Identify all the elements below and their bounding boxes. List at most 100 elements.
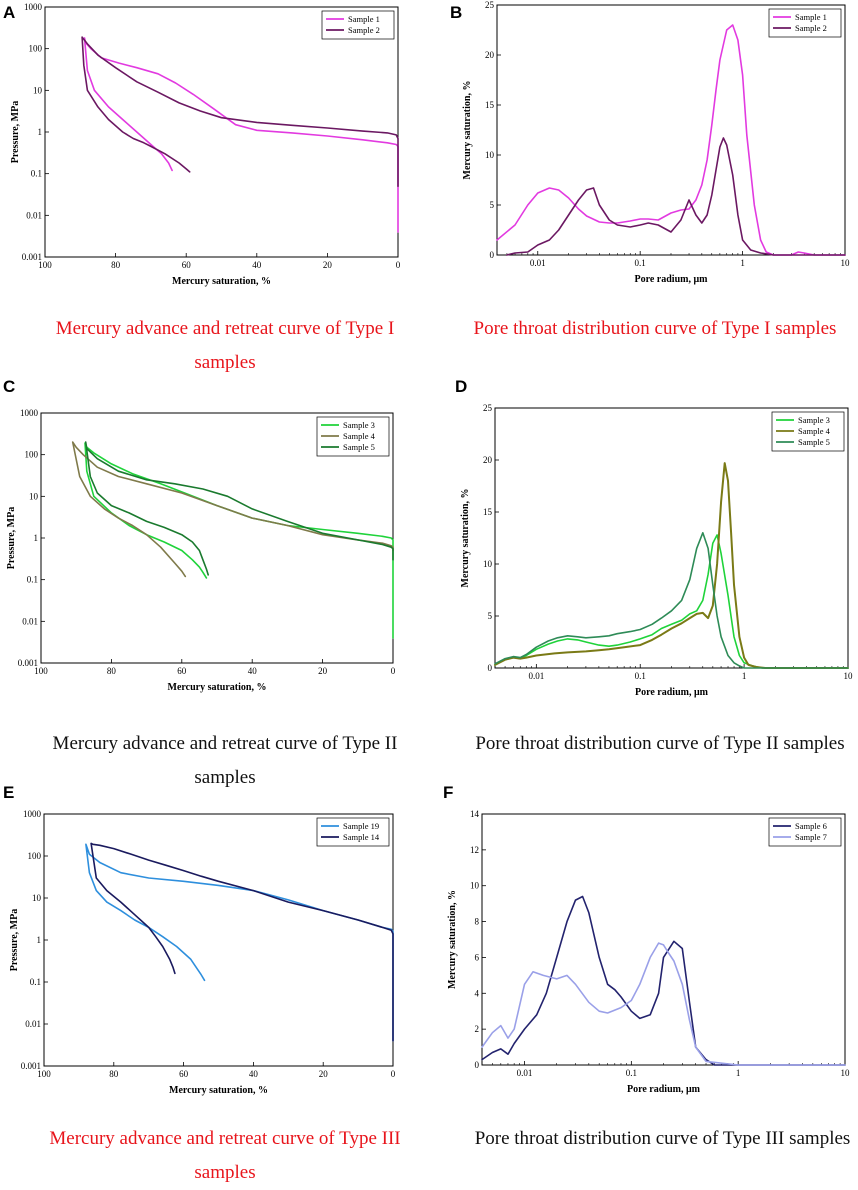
legend-label: Sample 3: [798, 415, 830, 425]
plot-frame: [43, 813, 394, 1067]
y-tick-label: 25: [483, 403, 493, 413]
series-line-sample-19: [85, 843, 394, 1042]
x-tick-label: 40: [249, 1069, 259, 1079]
y-tick-label: 15: [483, 507, 493, 517]
series-line-sample-2: [81, 36, 399, 187]
y-tick-label: 4: [475, 988, 480, 998]
x-tick-label: 80: [109, 1069, 119, 1079]
x-tick-label: 1: [742, 671, 747, 681]
y-tick-label: 0.1: [30, 977, 41, 987]
plot-frame: [496, 4, 846, 256]
x-tick-label: 60: [179, 1069, 189, 1079]
legend-label: Sample 5: [798, 437, 830, 447]
y-tick-label: 1000: [20, 408, 39, 418]
panel-letter: E: [3, 783, 14, 802]
legend-label: Sample 4: [798, 426, 831, 436]
legend-box: [768, 817, 842, 847]
y-tick-label: 0: [488, 663, 493, 673]
legend-label: Sample 1: [348, 14, 380, 24]
x-tick-label: 80: [107, 666, 117, 676]
x-tick-label: 0: [396, 260, 401, 270]
x-tick-label: 20: [318, 666, 328, 676]
y-tick-label: 5: [488, 611, 493, 621]
caption-c: Mercury advance and retreat curve of Typ…: [52, 733, 398, 788]
x-axis-label: Mercury saturation, %: [172, 276, 271, 287]
series-line-sample-2: [506, 137, 846, 256]
caption-e: Mercury advance and retreat curve of Typ…: [49, 1128, 401, 1183]
legend-label: Sample 5: [343, 442, 375, 452]
y-tick-label: 1000: [24, 2, 43, 12]
y-tick-label: 0.001: [22, 252, 42, 262]
caption-a: Mercury advance and retreat curve of Typ…: [55, 318, 395, 373]
panel-letter: D: [455, 377, 467, 396]
y-tick-label: 10: [29, 491, 39, 501]
series-line-sample-5: [494, 531, 849, 669]
x-tick-label: 100: [37, 1069, 51, 1079]
legend-label: Sample 6: [795, 821, 827, 831]
x-tick-label: 10: [844, 671, 854, 681]
legend-label: Sample 7: [795, 832, 827, 842]
series-line-sample-1: [83, 37, 399, 233]
x-tick-label: 0.01: [528, 671, 544, 681]
y-tick-label: 1: [38, 127, 43, 137]
caption-f: Pore throat distribution curve of Type I…: [474, 1128, 851, 1149]
panel-letter: A: [3, 3, 15, 22]
y-tick-label: 1: [34, 533, 39, 543]
legend-box: [768, 8, 842, 38]
y-axis-label: Pressure, MPa: [10, 101, 21, 163]
y-tick-label: 0.01: [25, 1019, 41, 1029]
plot-frame: [481, 813, 846, 1066]
legend-label: Sample 19: [343, 821, 379, 831]
legend-box: [321, 10, 395, 40]
y-tick-label: 2: [475, 1024, 480, 1034]
y-tick-label: 8: [475, 917, 480, 927]
y-tick-label: 0: [490, 250, 495, 260]
legend-label: Sample 14: [343, 832, 380, 842]
y-tick-label: 15: [485, 100, 495, 110]
y-tick-label: 0: [475, 1060, 480, 1070]
y-tick-label: 0.01: [26, 210, 42, 220]
x-tick-label: 0.1: [626, 1068, 637, 1078]
y-tick-label: 20: [483, 455, 493, 465]
x-tick-label: 0.1: [635, 258, 646, 268]
y-tick-label: 10: [470, 881, 480, 891]
legend-label: Sample 1: [795, 12, 827, 22]
y-tick-label: 14: [470, 809, 480, 819]
x-tick-label: 10: [841, 258, 851, 268]
x-tick-label: 0: [391, 1069, 396, 1079]
y-tick-label: 6: [475, 952, 480, 962]
plot-frame: [44, 6, 399, 258]
legend-label: Sample 3: [343, 420, 375, 430]
x-tick-label: 60: [182, 260, 192, 270]
y-axis-label: Mercury saturation, %: [447, 890, 458, 989]
x-tick-label: 80: [111, 260, 121, 270]
panel-letter: F: [443, 783, 453, 802]
y-axis-label: Mercury saturation, %: [462, 81, 473, 180]
y-tick-label: 0.001: [18, 658, 38, 668]
y-axis-label: Mercury saturation, %: [460, 489, 471, 588]
y-tick-label: 20: [485, 50, 495, 60]
chart-f: F 0 2 4 6 8 10 12 14 0.01 0.1 1 10 Pore radium, μm Mer…: [443, 783, 850, 1095]
legend-label: Sample 4: [343, 431, 376, 441]
x-axis-label: Pore radium, μm: [627, 1084, 701, 1095]
y-axis-label: Pressure, MPa: [9, 909, 20, 971]
legend-box: [316, 817, 390, 847]
panel-letter: B: [450, 3, 462, 22]
x-tick-label: 1: [740, 258, 745, 268]
y-tick-label: 25: [485, 0, 495, 10]
panel-letter: C: [3, 377, 15, 396]
series-line-sample-1: [496, 24, 846, 256]
chart-e: E 0.001 0.01 0.1 1 10 100 1000 100 80 60 40 20 0 Mercu…: [3, 783, 396, 1096]
x-tick-label: 40: [248, 666, 258, 676]
y-tick-label: 0.01: [22, 616, 38, 626]
y-tick-label: 100: [25, 450, 39, 460]
series-line-sample-3: [494, 534, 849, 669]
series-line-sample-6: [481, 895, 846, 1066]
x-tick-label: 10: [841, 1068, 851, 1078]
x-tick-label: 0.01: [530, 258, 546, 268]
legend-label: Sample 2: [795, 23, 827, 33]
x-axis-label: Mercury saturation, %: [168, 682, 267, 693]
x-tick-label: 20: [323, 260, 333, 270]
y-tick-label: 100: [28, 851, 42, 861]
